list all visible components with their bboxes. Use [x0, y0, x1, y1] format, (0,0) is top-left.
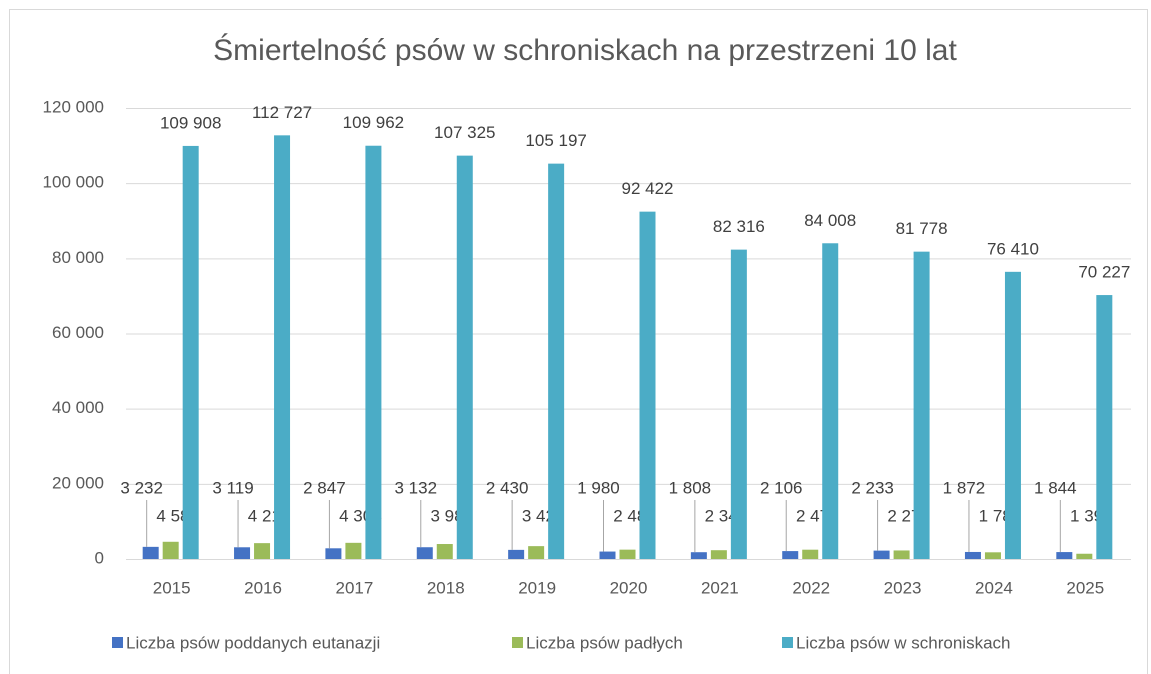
bar: [599, 551, 616, 559]
bar: [619, 549, 636, 559]
data-label: 109 908: [160, 113, 221, 132]
bar: [345, 542, 362, 559]
bar: [1004, 271, 1021, 559]
data-label: 92 422: [622, 179, 674, 198]
x-tick-label: 2020: [610, 578, 648, 597]
bar: [162, 541, 179, 559]
bar: [254, 543, 271, 559]
data-label: 109 962: [343, 113, 404, 132]
bar: [873, 550, 890, 559]
y-tick-label: 60 000: [52, 323, 104, 342]
x-tick-label: 2022: [792, 578, 830, 597]
bar: [1096, 295, 1113, 559]
data-label: 76 410: [987, 239, 1039, 258]
data-label: 3 132: [394, 478, 437, 497]
bar: [710, 550, 727, 559]
y-tick-label: 80 000: [52, 248, 104, 267]
data-label: 3 119: [212, 478, 253, 497]
bar: [822, 243, 839, 559]
bar: [548, 163, 565, 559]
bar: [234, 547, 251, 559]
bar: [325, 548, 342, 559]
y-tick-label: 0: [95, 548, 104, 567]
data-label: 105 197: [525, 131, 586, 150]
data-label: 1 872: [943, 478, 986, 497]
bar: [1076, 553, 1093, 559]
data-label: 1 980: [577, 478, 620, 497]
data-label: 107 325: [434, 123, 495, 142]
data-label: 82 316: [713, 217, 765, 236]
bar: [182, 145, 199, 560]
legend-swatch: [782, 637, 793, 648]
data-label: 70 227: [1078, 263, 1130, 282]
chart-title: Śmiertelność psów w schroniskach na prze…: [213, 33, 957, 67]
bar: [913, 251, 930, 560]
data-label: 1 844: [1034, 478, 1077, 497]
x-tick-label: 2018: [427, 578, 465, 597]
bar: [274, 135, 291, 560]
x-tick-label: 2023: [884, 578, 922, 597]
bar: [416, 547, 433, 559]
x-tick-label: 2019: [518, 578, 556, 597]
legend-label: Liczba psów padłych: [526, 633, 683, 652]
legend-swatch: [112, 637, 123, 648]
data-label: 84 008: [804, 211, 856, 230]
bar: [893, 550, 910, 559]
bar: [782, 551, 799, 559]
legend-label: Liczba psów w schroniskach: [796, 633, 1010, 652]
y-tick-label: 120 000: [43, 97, 104, 116]
x-tick-label: 2015: [153, 578, 191, 597]
x-tick-label: 2021: [701, 578, 739, 597]
bar: [984, 552, 1001, 559]
x-tick-label: 2016: [244, 578, 282, 597]
y-tick-label: 40 000: [52, 398, 104, 417]
x-tick-label: 2025: [1066, 578, 1104, 597]
bar: [436, 544, 453, 559]
y-tick-label: 20 000: [52, 473, 104, 492]
bar: [802, 549, 819, 559]
data-label: 2 106: [760, 478, 803, 497]
y-tick-label: 100 000: [43, 173, 104, 192]
bar: [142, 546, 159, 559]
data-label: 2 430: [486, 478, 529, 497]
chart-frame: [9, 9, 1148, 674]
bar: [365, 145, 382, 560]
bar: [690, 552, 707, 559]
bar: [456, 155, 473, 559]
bar: [964, 551, 981, 559]
bar: [1056, 552, 1073, 559]
x-tick-label: 2024: [975, 578, 1013, 597]
bar: [528, 546, 545, 559]
legend-label: Liczba psów poddanych eutanazji: [126, 633, 380, 652]
data-label: 3 232: [120, 478, 163, 497]
bar: [730, 249, 747, 559]
data-label: 81 778: [896, 219, 948, 238]
data-label: 2 847: [303, 478, 346, 497]
bar: [639, 211, 656, 559]
x-tick-label: 2017: [335, 578, 373, 597]
data-label: 1 808: [669, 478, 712, 497]
bar: [508, 549, 525, 559]
data-label: 2 233: [851, 478, 894, 497]
legend-swatch: [512, 637, 523, 648]
data-label: 112 727: [252, 103, 312, 122]
